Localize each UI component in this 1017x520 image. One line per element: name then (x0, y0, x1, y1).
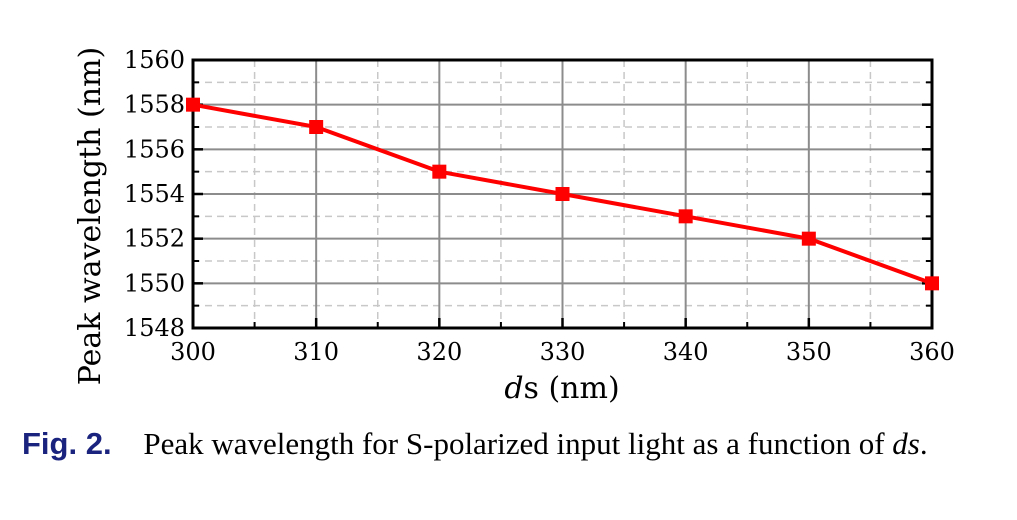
y-tick-label: 1554 (124, 180, 185, 208)
caption-italic-term: ds (892, 426, 920, 461)
x-tick-label: 300 (170, 338, 216, 366)
data-point-marker (432, 164, 447, 179)
x-tick-label: 320 (416, 338, 462, 366)
x-tick-label: 360 (909, 338, 955, 366)
data-point-marker (801, 231, 816, 246)
data-point-marker (309, 120, 324, 134)
y-tick-labels: 1548 1550 1552 1554 1556 1558 1560 (124, 46, 185, 342)
figure-label: Fig. 2. (22, 426, 112, 461)
x-tick-label: 340 (663, 338, 709, 366)
caption-text: Peak wavelength for S-polarized input li… (143, 426, 885, 461)
data-point-marker (925, 276, 939, 291)
data-point-marker (555, 187, 570, 201)
x-tick-label: 350 (786, 338, 832, 366)
axis-ticks (191, 58, 934, 330)
y-tick-label: 1548 (124, 314, 185, 342)
x-tick-label: 310 (293, 338, 339, 366)
y-tick-label: 1552 (124, 225, 185, 253)
x-axis-label: ds (nm) (504, 371, 619, 406)
data-point-marker (186, 97, 200, 112)
y-tick-label: 1556 (124, 135, 185, 163)
y-tick-label: 1550 (124, 269, 185, 297)
data-point-marker (678, 209, 693, 224)
series-group (186, 97, 939, 291)
caption-end: . (919, 426, 928, 461)
y-tick-label: 1558 (124, 91, 185, 119)
figure-caption: Fig. 2. Peak wavelength for S-polarized … (22, 424, 997, 464)
y-tick-label: 1560 (124, 46, 185, 74)
x-tick-labels: 300 310 320 330 340 350 360 (170, 338, 955, 366)
y-axis-label: Peak wavelength (nm) (73, 47, 108, 385)
chart: 300 310 320 330 340 350 360 154815501552155415… (73, 46, 955, 406)
x-tick-label: 330 (540, 338, 586, 366)
